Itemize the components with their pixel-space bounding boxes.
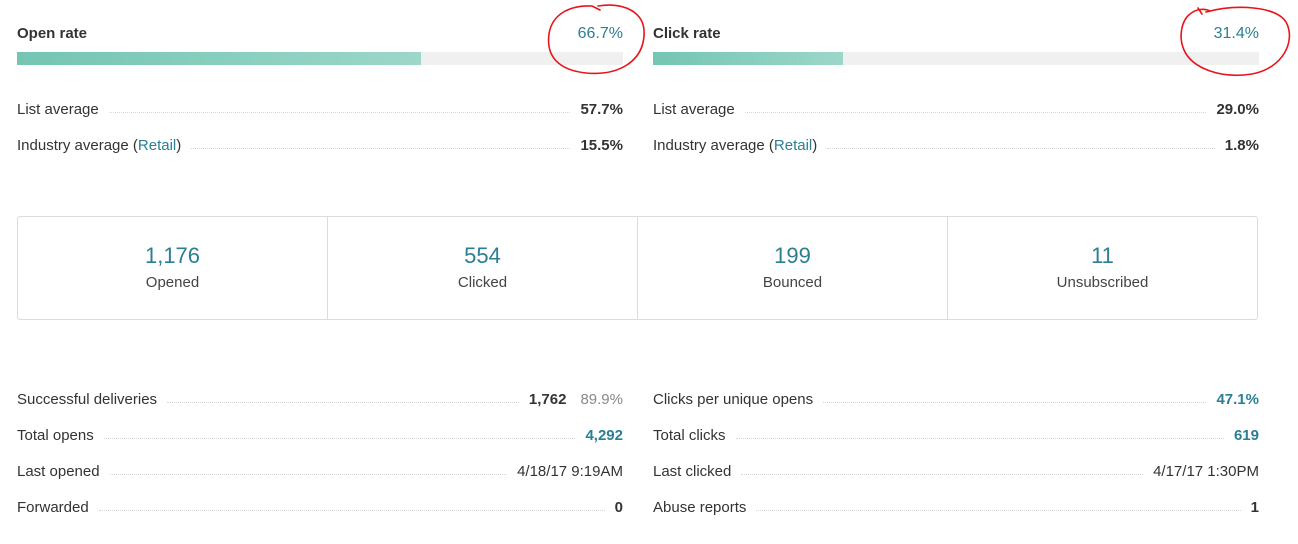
open-industry-average-value: 15.5% bbox=[580, 137, 623, 154]
summary-unsubscribed-number: 11 bbox=[1091, 243, 1114, 268]
dotted-leader bbox=[191, 148, 571, 149]
total-clicks-label: Total clicks bbox=[653, 427, 726, 444]
dotted-leader bbox=[823, 402, 1207, 403]
industry-label-suffix: ) bbox=[176, 137, 182, 154]
summary-clicked-label: Clicked bbox=[457, 274, 508, 291]
open-list-average-value: 57.7% bbox=[580, 101, 623, 118]
open-rate-title: Open rate bbox=[17, 25, 88, 42]
abuse-reports-value: 1 bbox=[1250, 499, 1259, 516]
delivery-details: Successful deliveries 1,762 89.9% Total … bbox=[17, 372, 623, 516]
clicks-per-unique-label: Clicks per unique opens bbox=[653, 391, 814, 408]
click-list-average-label: List average bbox=[653, 101, 735, 118]
open-industry-average-row: Industry average (Retail) 15.5% bbox=[17, 118, 623, 154]
summary-unsubscribed-label: Unsubscribed bbox=[1056, 274, 1149, 291]
dotted-leader bbox=[98, 510, 605, 511]
dotted-leader bbox=[827, 148, 1215, 149]
open-rate-bar-fill bbox=[17, 52, 422, 65]
successful-deliveries-percent: 89.9% bbox=[580, 391, 623, 408]
click-industry-average-value: 1.8% bbox=[1224, 137, 1259, 154]
total-opens-link[interactable]: 4,292 bbox=[585, 427, 623, 444]
successful-deliveries-label: Successful deliveries bbox=[17, 391, 158, 408]
last-clicked-label: Last clicked bbox=[653, 463, 732, 480]
click-rate-title: Click rate bbox=[653, 25, 721, 42]
open-industry-average-label: Industry average (Retail) bbox=[17, 137, 181, 154]
industry-label-prefix: Industry average ( bbox=[653, 137, 774, 154]
summary-clicked-number: 554 bbox=[464, 243, 501, 268]
summary-bounced[interactable]: 199 Bounced bbox=[637, 217, 947, 319]
summary-opened[interactable]: 1,176 Opened bbox=[18, 217, 327, 319]
dotted-leader bbox=[735, 438, 1224, 439]
summary-opened-number: 1,176 bbox=[144, 243, 201, 268]
dotted-leader bbox=[756, 510, 1241, 511]
click-rate-section: Click rate 31.4% List average 29.0% Indu… bbox=[653, 18, 1259, 154]
last-opened-value: 4/18/17 9:19AM bbox=[517, 463, 623, 480]
click-rate-bar-fill bbox=[653, 52, 844, 65]
dotted-leader bbox=[108, 112, 571, 113]
last-clicked-value: 4/17/17 1:30PM bbox=[1153, 463, 1259, 480]
summary-stats-box: 1,176 Opened 554 Clicked 199 Bounced 11 … bbox=[17, 216, 1258, 320]
industry-label-suffix: ) bbox=[812, 137, 818, 154]
forwarded-row: Forwarded 0 bbox=[17, 480, 623, 516]
abuse-reports-label: Abuse reports bbox=[653, 499, 747, 516]
forwarded-label: Forwarded bbox=[17, 499, 89, 516]
total-clicks-link[interactable]: 619 bbox=[1233, 427, 1259, 444]
total-clicks-row: Total clicks 619 bbox=[653, 408, 1259, 444]
dotted-leader bbox=[167, 402, 519, 403]
click-rate-header: Click rate 31.4% bbox=[653, 18, 1259, 50]
clicks-per-unique-value: 47.1% bbox=[1216, 391, 1259, 408]
successful-deliveries-value: 1,762 bbox=[528, 391, 567, 408]
total-opens-label: Total opens bbox=[17, 427, 94, 444]
successful-deliveries-row: Successful deliveries 1,762 89.9% bbox=[17, 372, 623, 408]
open-rate-header: Open rate 66.7% bbox=[17, 18, 623, 50]
click-rate-bar-track bbox=[653, 52, 1259, 65]
click-industry-average-label: Industry average (Retail) bbox=[653, 137, 817, 154]
click-industry-average-row: Industry average (Retail) 1.8% bbox=[653, 118, 1259, 154]
dotted-leader bbox=[109, 474, 508, 475]
industry-label-prefix: Industry average ( bbox=[17, 137, 138, 154]
open-rate-value: 66.7% bbox=[577, 25, 623, 42]
summary-unsubscribed[interactable]: 11 Unsubscribed bbox=[947, 217, 1257, 319]
clicks-per-unique-row: Clicks per unique opens 47.1% bbox=[653, 372, 1259, 408]
last-opened-label: Last opened bbox=[17, 463, 100, 480]
summary-opened-label: Opened bbox=[145, 274, 200, 291]
dotted-leader bbox=[103, 438, 576, 439]
click-industry-retail-link[interactable]: Retail bbox=[773, 137, 813, 154]
forwarded-value: 0 bbox=[614, 499, 623, 516]
click-details: Clicks per unique opens 47.1% Total clic… bbox=[653, 372, 1259, 516]
dotted-leader bbox=[741, 474, 1144, 475]
last-clicked-row: Last clicked 4/17/17 1:30PM bbox=[653, 444, 1259, 480]
open-list-average-row: List average 57.7% bbox=[17, 82, 623, 118]
click-list-average-value: 29.0% bbox=[1216, 101, 1259, 118]
open-industry-retail-link[interactable]: Retail bbox=[137, 137, 177, 154]
summary-clicked[interactable]: 554 Clicked bbox=[327, 217, 637, 319]
total-opens-row: Total opens 4,292 bbox=[17, 408, 623, 444]
click-list-average-row: List average 29.0% bbox=[653, 82, 1259, 118]
last-opened-row: Last opened 4/18/17 9:19AM bbox=[17, 444, 623, 480]
open-list-average-label: List average bbox=[17, 101, 99, 118]
dotted-leader bbox=[744, 112, 1207, 113]
summary-bounced-label: Bounced bbox=[762, 274, 823, 291]
abuse-reports-row: Abuse reports 1 bbox=[653, 480, 1259, 516]
open-rate-section: Open rate 66.7% List average 57.7% Indus… bbox=[17, 18, 623, 154]
click-rate-value: 31.4% bbox=[1213, 25, 1259, 42]
summary-bounced-number: 199 bbox=[774, 243, 811, 268]
open-rate-bar-track bbox=[17, 52, 623, 65]
